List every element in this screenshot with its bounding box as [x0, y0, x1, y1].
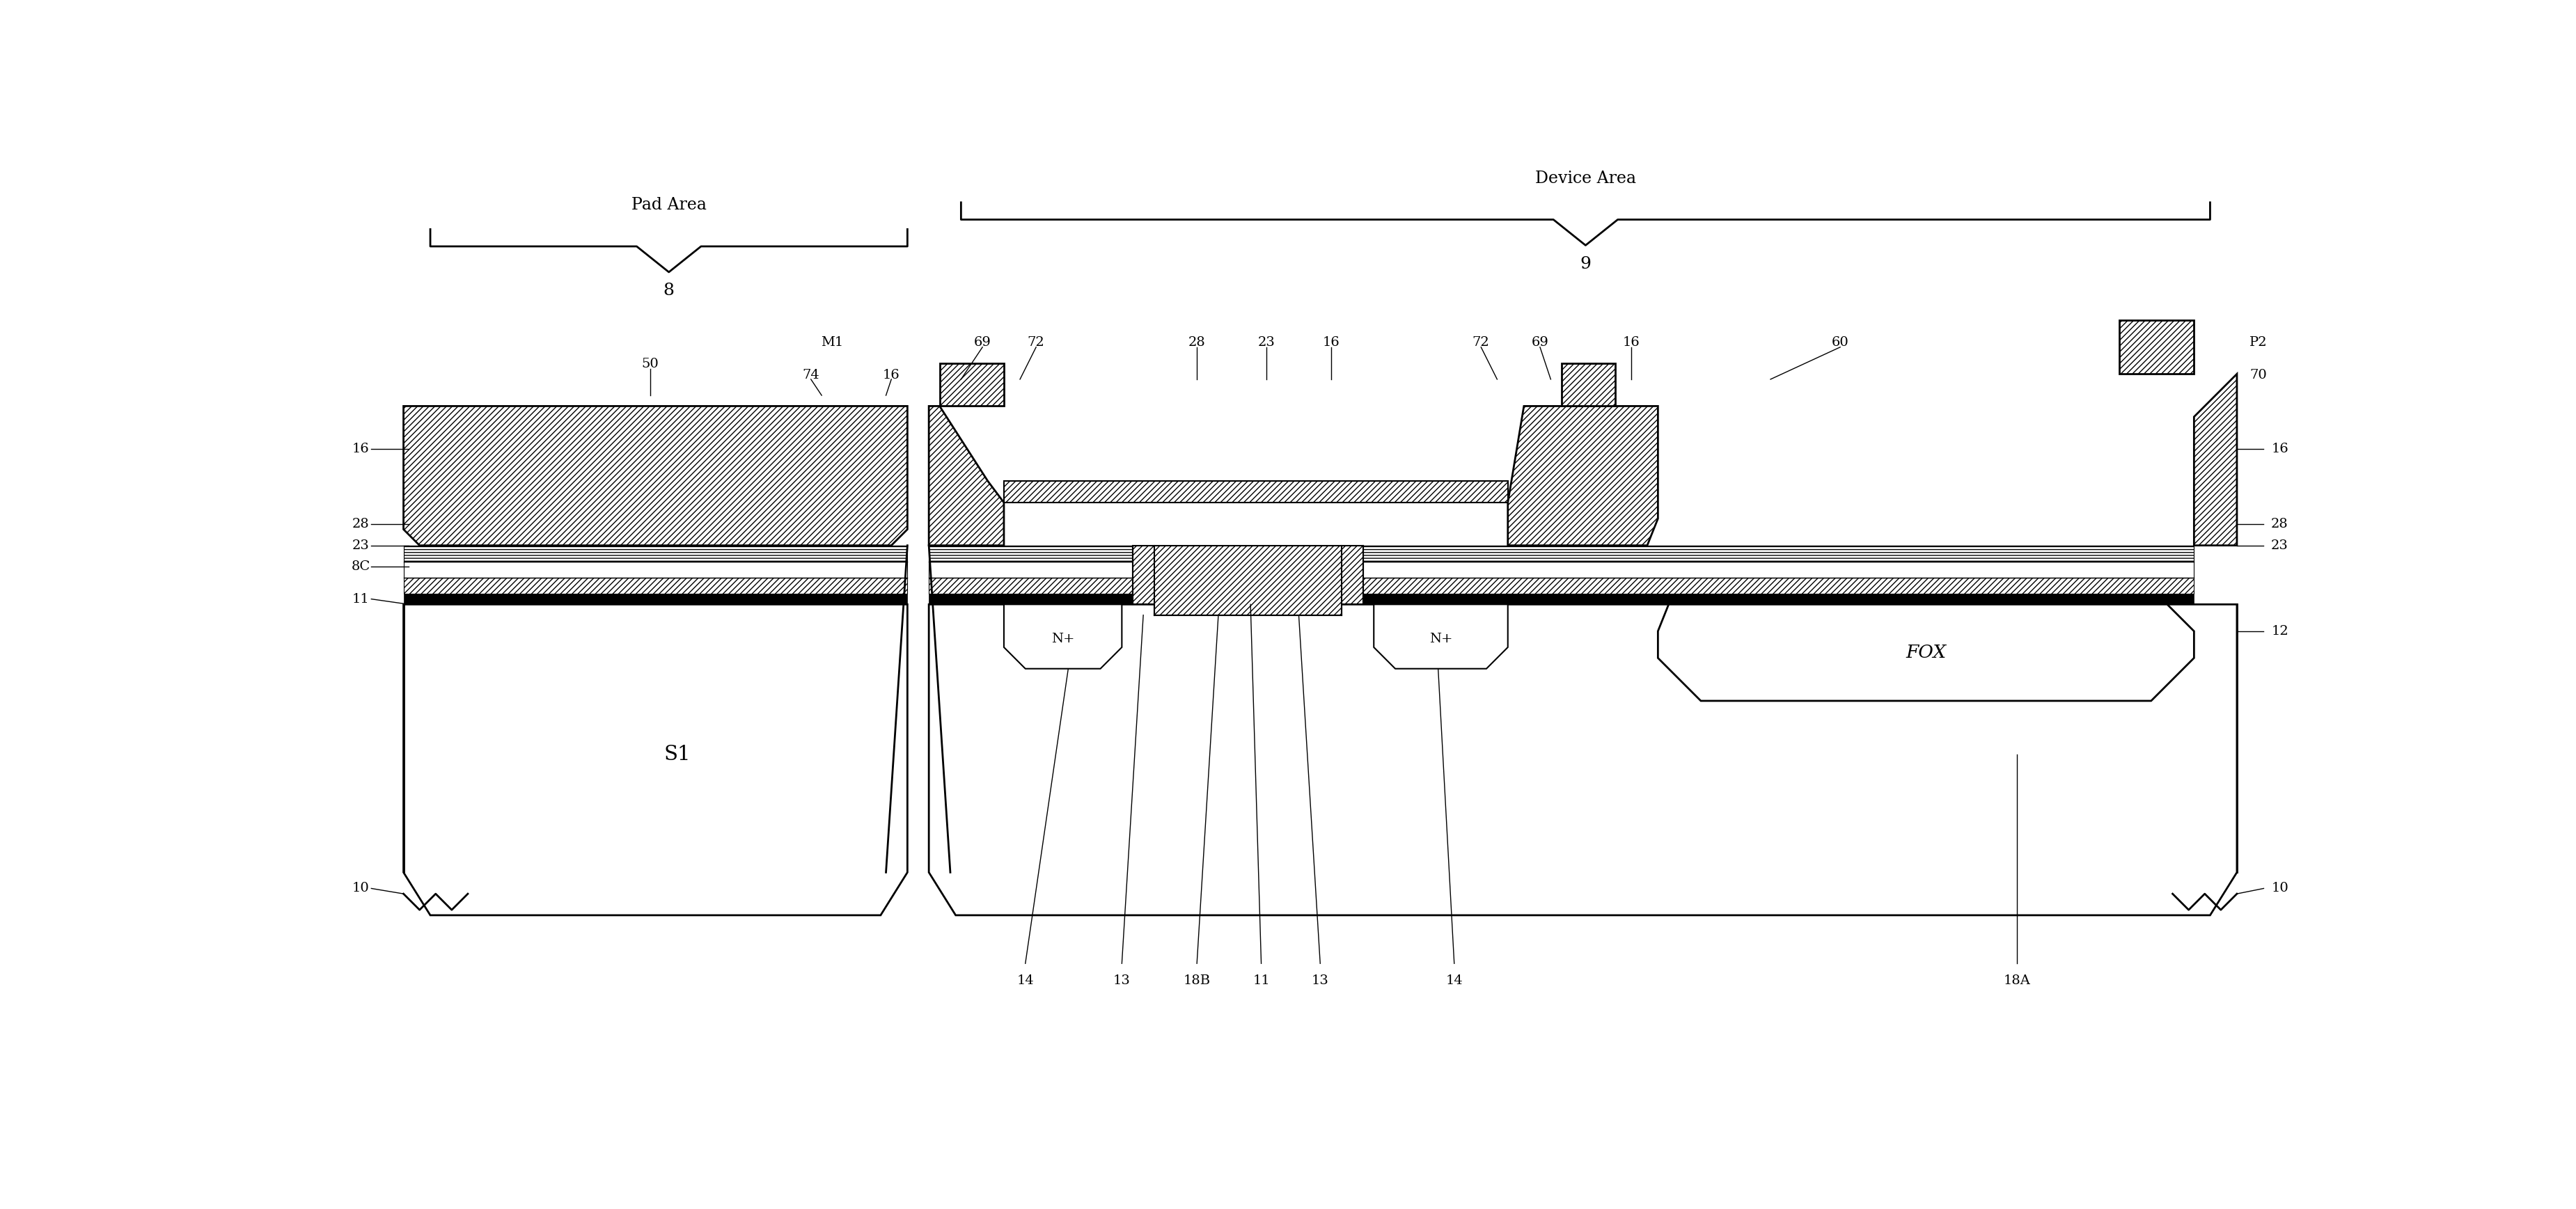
Text: 13: 13 — [1113, 974, 1131, 987]
Text: 69: 69 — [1530, 336, 1548, 349]
Bar — [404, 545, 907, 561]
Text: 23: 23 — [1257, 336, 1275, 349]
Polygon shape — [1133, 545, 1363, 615]
Polygon shape — [1373, 604, 1507, 669]
Polygon shape — [930, 406, 1005, 545]
Text: 8: 8 — [665, 283, 675, 299]
Text: 10: 10 — [2272, 883, 2287, 895]
Text: FOX: FOX — [1906, 644, 1947, 661]
Polygon shape — [2120, 320, 2195, 374]
Polygon shape — [2195, 374, 2236, 545]
Text: 60: 60 — [1832, 336, 1850, 349]
Text: 16: 16 — [1321, 336, 1340, 349]
Bar — [404, 578, 907, 594]
Text: 9: 9 — [1579, 256, 1592, 272]
Text: 18B: 18B — [1182, 974, 1211, 987]
Text: Device Area: Device Area — [1535, 170, 1636, 186]
Bar — [930, 545, 2195, 561]
Polygon shape — [404, 406, 907, 545]
Text: 74: 74 — [801, 369, 819, 381]
Text: 69: 69 — [974, 336, 992, 349]
Text: 70: 70 — [2249, 369, 2267, 381]
Text: N+: N+ — [1430, 634, 1453, 646]
Polygon shape — [1561, 363, 1615, 406]
Text: 16: 16 — [353, 442, 368, 456]
Text: 16: 16 — [884, 369, 899, 381]
Text: 16: 16 — [2272, 442, 2287, 456]
Polygon shape — [1005, 481, 1507, 503]
Polygon shape — [1005, 604, 1123, 669]
Bar — [930, 578, 2195, 594]
Text: 28: 28 — [1188, 336, 1206, 349]
Text: 16: 16 — [1623, 336, 1641, 349]
Polygon shape — [940, 363, 1005, 406]
Text: 23: 23 — [353, 539, 368, 551]
Text: 11: 11 — [1252, 974, 1270, 987]
Text: 28: 28 — [353, 517, 368, 531]
Text: 8C: 8C — [350, 561, 371, 573]
Polygon shape — [930, 604, 2236, 915]
Text: 14: 14 — [1018, 974, 1033, 987]
Bar — [930, 561, 2195, 578]
Text: 72: 72 — [1028, 336, 1046, 349]
Text: N+: N+ — [1051, 634, 1074, 646]
Text: 28: 28 — [2272, 517, 2287, 531]
Text: 72: 72 — [1473, 336, 1489, 349]
Text: S1: S1 — [665, 745, 690, 764]
Text: Pad Area: Pad Area — [631, 197, 706, 213]
Text: 50: 50 — [641, 358, 659, 370]
Bar — [930, 594, 2195, 604]
Polygon shape — [404, 604, 907, 915]
Text: 11: 11 — [353, 592, 368, 606]
Polygon shape — [1659, 604, 2195, 701]
Polygon shape — [1507, 406, 1659, 545]
Text: M1: M1 — [822, 336, 842, 349]
Bar — [404, 594, 907, 604]
Text: 10: 10 — [353, 883, 368, 895]
Text: 23: 23 — [2272, 539, 2287, 551]
Bar — [404, 561, 907, 578]
Text: 18A: 18A — [2004, 974, 2030, 987]
Text: P2: P2 — [2249, 336, 2267, 349]
Text: 13: 13 — [1311, 974, 1329, 987]
Text: 12: 12 — [2272, 625, 2287, 637]
Text: 14: 14 — [1445, 974, 1463, 987]
